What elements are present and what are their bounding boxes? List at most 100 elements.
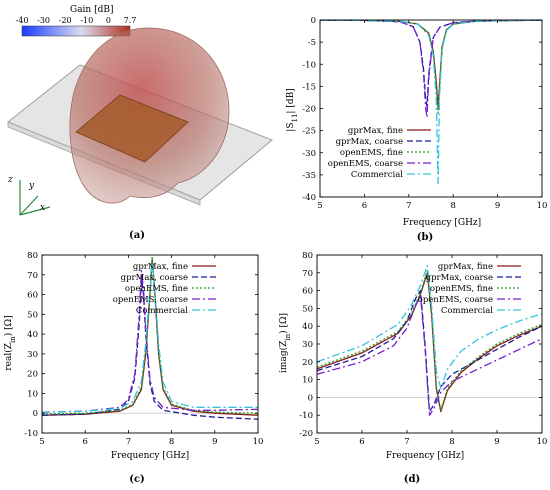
y-tick-label: 50	[27, 310, 38, 320]
legend-label: gprMax, fine	[438, 262, 493, 272]
x-tick-label: 7	[126, 437, 131, 447]
y-tick-label: 70	[302, 269, 313, 279]
series-line-openems-fine	[316, 270, 543, 411]
y-tick-label: 60	[302, 287, 313, 297]
colorbar-tick-label: -20	[59, 16, 72, 25]
y-tick-label: 70	[27, 271, 38, 281]
colorbar-ticks: -40 -30 -20 -10 0 7.7	[16, 16, 137, 25]
x-tick-label: 10	[253, 437, 264, 447]
y-tick-label: 0	[308, 393, 313, 403]
x-tick-label: 7	[406, 201, 411, 211]
series-line-commercial	[319, 19, 543, 185]
y-tick-label: -35	[302, 171, 316, 181]
y-tick-label: 20	[27, 370, 38, 380]
legend-label: openEMS, coarse	[418, 295, 493, 305]
colorbar-tick-label: -40	[16, 16, 29, 25]
y-tick-label: -25	[302, 127, 316, 137]
x-axis-label: Frequency [GHz]	[403, 218, 481, 228]
y-tick-label: -20	[299, 429, 313, 439]
panel-label-d: (d)	[404, 474, 420, 485]
series-line-openems-coarse	[319, 19, 543, 118]
legend-label: Commercial	[136, 306, 188, 316]
x-tick-label: 5	[39, 437, 44, 447]
x-tick-label: 7	[404, 437, 409, 447]
legend-label: openEMS, fine	[430, 284, 493, 294]
y-tick-label: -30	[302, 149, 316, 159]
series-line-openems-fine	[319, 19, 543, 114]
legend-label: openEMS, coarse	[328, 159, 403, 169]
plot-area	[41, 256, 259, 420]
y-tick-label: 30	[302, 340, 313, 350]
y-axis-label: |S11| [dB]	[286, 88, 299, 131]
colorbar-tick-label: 0	[106, 16, 111, 25]
legend-label: openEMS, coarse	[113, 295, 188, 305]
colorbar-title: Gain [dB]	[70, 5, 114, 15]
x-tick-label: 5	[317, 201, 322, 211]
x-axis-label: Frequency [GHz]	[386, 451, 464, 461]
y-tick-label: -40	[302, 193, 316, 203]
series-line-gprmax-coarse	[316, 289, 543, 413]
y-tick-label: 40	[27, 330, 38, 340]
y-tick-label: 50	[302, 304, 313, 314]
y-tick-label: 60	[27, 291, 38, 301]
y-axis-label: imag(Zin) [Ω]	[278, 313, 292, 373]
y-tick-label: 10	[27, 389, 38, 399]
x-tick-label: 6	[359, 437, 364, 447]
y-tick-label: -10	[24, 429, 38, 439]
series-line-openems-coarse	[41, 270, 259, 413]
legend-label: gprMax, coarse	[121, 273, 188, 283]
series-line-openems-coarse	[316, 295, 543, 416]
legend-label: gprMax, fine	[348, 126, 403, 136]
panel-b: |S11| [dB] Frequency [GHz] (b) 5 6 7 8 9 10 0 -…	[275, 0, 550, 243]
x-tick-label: 8	[450, 201, 455, 211]
s11-chart: |S11| [dB] Frequency [GHz] (b) 5 6 7 8 9 10 0 -…	[286, 16, 548, 243]
y-tick-label: 80	[302, 251, 313, 261]
series-line-gprmax-fine	[319, 19, 543, 110]
x-axis-label: Frequency [GHz]	[111, 451, 189, 461]
series-line-commercial	[316, 265, 543, 390]
real-zin-chart: real(Zin) [Ω] Frequency [GHz] (c) 5 6 7 8 9 1…	[3, 251, 264, 485]
y-axis-arrow	[19, 195, 39, 216]
panel-a: Gain [dB] -40 -30 -20 -10 0 7.7 z y x (a)	[0, 0, 275, 243]
gain-3d-render: Gain [dB] -40 -30 -20 -10 0 7.7 z y x (a)	[7, 5, 273, 241]
colorbar	[21, 25, 131, 37]
y-tick-label: -20	[302, 105, 316, 115]
series-line-gprmax-fine	[316, 272, 543, 413]
panel-label-b: (b)	[417, 232, 433, 243]
y-tick-label: -5	[308, 38, 316, 48]
y-tick-label: 10	[302, 376, 313, 386]
y-tick-label: 40	[302, 322, 313, 332]
legend-label: openEMS, fine	[340, 148, 403, 158]
x-tick-label: 9	[494, 437, 499, 447]
x-tick-label: 9	[212, 437, 217, 447]
axes-triad: z y x	[7, 175, 51, 216]
plot-area	[319, 19, 543, 185]
plot-frame	[41, 254, 259, 434]
x-tick-label: 6	[362, 201, 367, 211]
y-tick-label: -15	[302, 82, 316, 92]
y-tick-label: -10	[302, 60, 316, 70]
imag-zin-chart: imag(Zin) [Ω] Frequency [GHz] (d) 5 6 7 8 9 1…	[278, 251, 547, 485]
y-axis-label: real(Zin) [Ω]	[3, 315, 17, 370]
x-axis-label: x	[40, 203, 45, 213]
z-axis-label: z	[7, 175, 13, 185]
x-tick-label: 8	[449, 437, 454, 447]
y-tick-label: 0	[311, 16, 316, 26]
y-tick-label: 80	[27, 251, 38, 261]
y-axis-label: y	[28, 181, 35, 191]
panel-c: real(Zin) [Ω] Frequency [GHz] (c) 5 6 7 8 9 1…	[0, 243, 275, 486]
y-tick-label: 20	[302, 358, 313, 368]
patch-antenna	[75, 94, 189, 163]
x-tick-label: 6	[82, 437, 87, 447]
panel-label-a: (a)	[129, 230, 145, 241]
x-tick-label: 10	[537, 201, 548, 211]
legend-label: gprMax, fine	[133, 262, 188, 272]
legend-label: gprMax, coarse	[426, 273, 493, 283]
series-line-commercial	[41, 262, 258, 413]
panel-d: imag(Zin) [Ω] Frequency [GHz] (d) 5 6 7 8 9 1…	[275, 243, 550, 486]
y-tick-label: 30	[27, 350, 38, 360]
x-tick-label: 9	[495, 201, 500, 211]
